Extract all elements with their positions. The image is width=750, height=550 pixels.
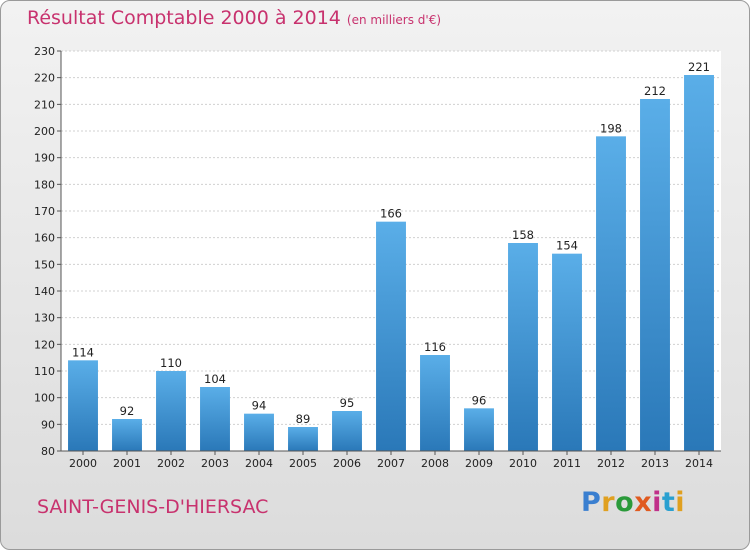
y-tick-label: 190 (34, 152, 55, 165)
y-tick-label: 210 (34, 98, 55, 111)
y-tick-label: 110 (34, 365, 55, 378)
data-label: 158 (512, 228, 534, 242)
commune-name: SAINT-GENIS-D'HIERSAC (37, 496, 269, 518)
data-label: 104 (204, 372, 226, 386)
data-label: 114 (72, 345, 94, 359)
x-tick-label: 2005 (289, 457, 317, 470)
bar (464, 408, 494, 451)
y-tick-label: 90 (41, 418, 55, 431)
y-tick-label: 100 (34, 392, 55, 405)
data-label: 221 (688, 60, 710, 74)
data-label: 96 (472, 393, 487, 407)
y-tick-label: 130 (34, 312, 55, 325)
bar (68, 360, 98, 451)
data-label: 154 (556, 239, 578, 253)
x-tick-label: 2000 (69, 457, 97, 470)
bars-group (68, 75, 714, 452)
data-label: 110 (160, 356, 182, 370)
bar (420, 355, 450, 451)
x-axis: 2000 2001 2002 2003 2004 2005 2006 2007 2008 2009… (61, 450, 721, 470)
y-tick-label: 180 (34, 178, 55, 191)
bar (684, 75, 714, 451)
data-label: 89 (296, 412, 311, 426)
data-label: 198 (600, 121, 622, 135)
x-tick-label: 2004 (245, 457, 273, 470)
proxiti-logo[interactable]: Proxiti (581, 487, 685, 518)
x-tick-label: 2011 (553, 457, 581, 470)
bar (596, 136, 626, 452)
chart-title: Résultat Comptable 2000 à 2014 (en millie… (27, 7, 441, 29)
logo-letter: o (615, 487, 635, 518)
logo-letter: t (661, 487, 676, 518)
x-tick-label: 2009 (465, 457, 493, 470)
y-axis: 80 90 100 110 120 130 140 150 160 170 180 190 200 210… (34, 45, 62, 458)
data-label: 92 (120, 404, 135, 418)
y-tick-label: 80 (41, 445, 55, 458)
bar (200, 387, 230, 451)
data-labels-group: 114 92 110 104 94 89 95 166 116 96 158 154 198 212 221 (72, 60, 710, 426)
chart-subtitle: (en milliers d'€) (346, 13, 442, 27)
y-tick-label: 230 (34, 45, 55, 58)
bar (640, 99, 670, 451)
y-tick-label: 150 (34, 258, 55, 271)
y-tick-label: 170 (34, 205, 55, 218)
y-tick-label: 120 (34, 338, 55, 351)
bar (332, 411, 362, 451)
y-tick-label: 140 (34, 285, 55, 298)
logo-letter: i (675, 487, 686, 518)
bar (376, 221, 406, 451)
x-tick-label: 2003 (201, 457, 229, 470)
bar (552, 253, 582, 451)
x-tick-label: 2002 (157, 457, 185, 470)
data-label: 94 (252, 399, 267, 413)
data-label: 95 (340, 396, 355, 410)
logo-letter: x (634, 487, 653, 518)
data-label: 212 (644, 84, 666, 98)
logo-letter: r (601, 487, 616, 518)
x-tick-label: 2010 (509, 457, 537, 470)
y-tick-label: 200 (34, 125, 55, 138)
logo-letter: P (581, 487, 602, 518)
y-tick-label: 220 (34, 72, 55, 85)
x-tick-label: 2008 (421, 457, 449, 470)
data-label: 166 (380, 207, 402, 221)
x-tick-label: 2013 (641, 457, 669, 470)
chart-title-text: Résultat Comptable 2000 à 2014 (27, 7, 341, 29)
x-tick-label: 2006 (333, 457, 361, 470)
x-tick-label: 2014 (685, 457, 713, 470)
bar (244, 413, 274, 451)
y-tick-label: 160 (34, 232, 55, 245)
bar (508, 243, 538, 451)
x-tick-label: 2007 (377, 457, 405, 470)
x-tick-label: 2001 (113, 457, 141, 470)
bar (112, 419, 142, 451)
bar (156, 371, 186, 451)
data-label: 116 (424, 340, 446, 354)
logo-letter: i (652, 487, 662, 518)
bar (288, 427, 318, 451)
x-tick-label: 2012 (597, 457, 625, 470)
